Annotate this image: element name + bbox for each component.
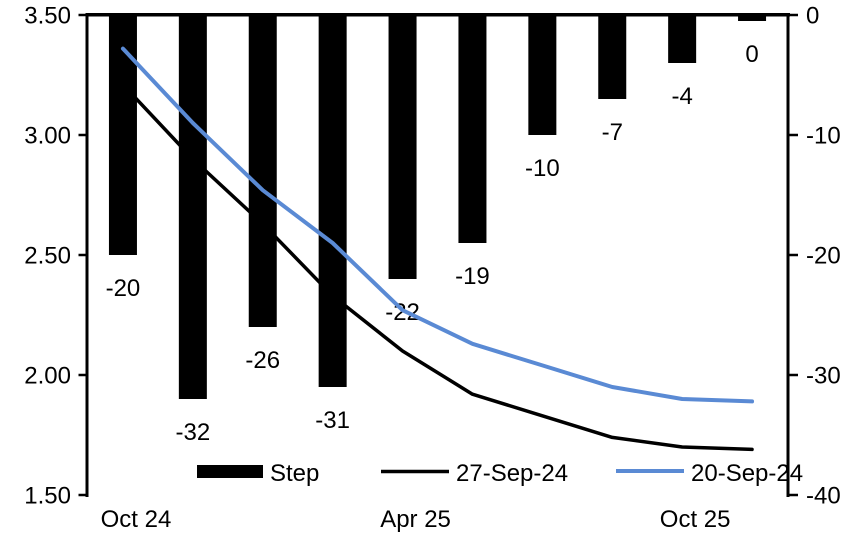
left-axis-tick-label: 1.50 xyxy=(24,483,71,510)
left-axis-tick-label: 3.50 xyxy=(24,3,71,30)
left-axis-tick xyxy=(78,493,88,497)
x-axis-tick-label: Apr 25 xyxy=(380,506,451,533)
step-bar xyxy=(738,16,767,21)
top-axis-line xyxy=(86,13,790,17)
bar-data-label: -32 xyxy=(176,419,211,446)
step-bar xyxy=(598,16,627,99)
left-axis-tick-label: 3.00 xyxy=(24,123,71,150)
step-bar xyxy=(178,16,207,399)
right-axis-tick xyxy=(789,373,798,377)
left-axis-tick xyxy=(78,133,88,137)
right-axis-tick-label: 0 xyxy=(806,3,819,30)
right-axis-tick-label: -30 xyxy=(806,363,841,390)
bar-data-label: -20 xyxy=(106,275,141,302)
chart-legend: Step 27-Sep-24 20-Sep-24 xyxy=(197,460,803,487)
left-axis-tick-label: 2.50 xyxy=(24,243,71,270)
chart-plot-area: -20-32-26-31-22-19-10-7-403.50 03.00 -102.… xyxy=(24,3,840,534)
step-bar xyxy=(248,16,277,327)
step-bar xyxy=(388,16,417,279)
bar-data-label: -19 xyxy=(455,263,490,290)
bar-data-label: -22 xyxy=(385,299,420,326)
line-27-sep-24 xyxy=(121,82,754,452)
step-bar xyxy=(458,16,487,243)
right-axis-tick xyxy=(789,13,798,17)
right-axis-line xyxy=(786,13,790,497)
right-axis-tick xyxy=(789,493,798,497)
line-20-sep-24 xyxy=(120,46,755,404)
left-axis-tick-label: 2.00 xyxy=(24,363,71,390)
right-axis-tick-label: -10 xyxy=(806,123,841,150)
legend-20sep-label: 20-Sep-24 xyxy=(691,460,803,487)
x-axis-tick-label: Oct 25 xyxy=(660,506,731,533)
x-axis-tick-label: Oct 24 xyxy=(101,506,172,533)
left-axis-tick xyxy=(78,13,88,17)
left-axis-tick xyxy=(78,373,88,377)
right-axis-tick-label: -20 xyxy=(806,243,841,270)
step-bar xyxy=(668,16,697,63)
bar-data-label: -26 xyxy=(245,347,280,374)
left-axis-tick xyxy=(78,253,88,257)
bar-data-label: 0 xyxy=(745,41,758,68)
right-axis-tick-label: -40 xyxy=(806,483,841,510)
right-axis-tick xyxy=(789,133,798,137)
bar-data-label: -10 xyxy=(525,155,560,182)
legend-step-swatch xyxy=(197,465,263,478)
bar-data-label: -31 xyxy=(315,407,350,434)
step-bar xyxy=(528,16,557,135)
legend-step-label: Step xyxy=(270,460,319,487)
step-bar xyxy=(318,16,347,387)
legend-27sep-label: 27-Sep-24 xyxy=(456,460,568,487)
right-axis-tick xyxy=(789,253,798,257)
bar-data-label: -7 xyxy=(602,119,623,146)
step-bar xyxy=(108,16,137,255)
bar-data-label: -4 xyxy=(671,83,692,110)
